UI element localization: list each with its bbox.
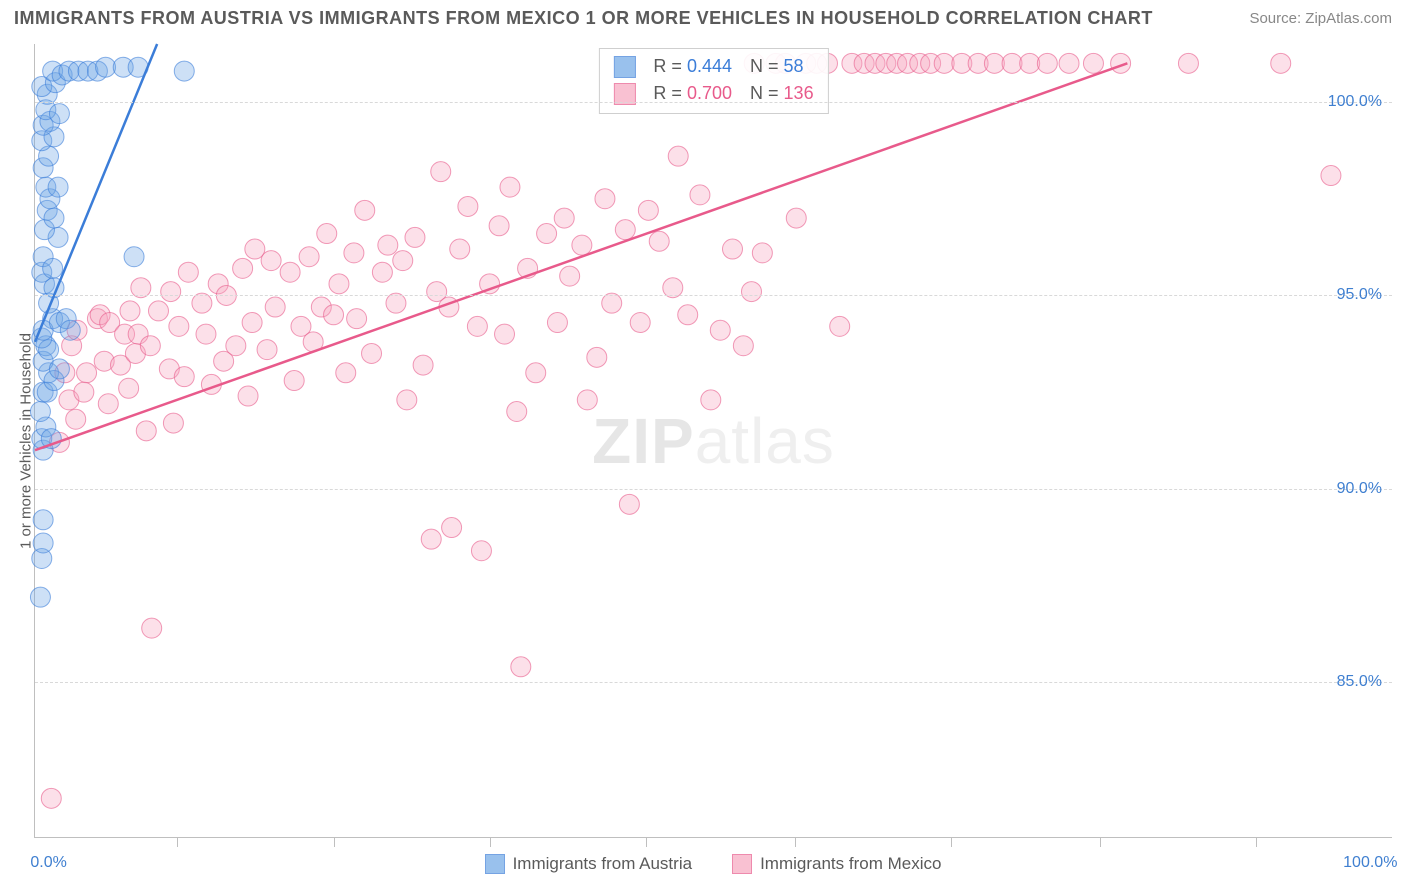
source-label: Source: ZipAtlas.com: [1249, 10, 1392, 27]
r-label: R: [653, 83, 666, 103]
correlation-legend: R = 0.444 N = 58 R = 0.700 N = 136: [598, 48, 828, 114]
n-label: N: [750, 56, 763, 76]
eq-sign: =: [768, 56, 779, 76]
austria-n-value: 58: [784, 56, 804, 76]
r-label: R: [653, 56, 666, 76]
y-tick-label: 95.0%: [1337, 286, 1382, 304]
legend-row-austria: R = 0.444 N = 58: [613, 53, 813, 80]
title-bar: IMMIGRANTS FROM AUSTRIA VS IMMIGRANTS FR…: [0, 0, 1406, 35]
legend-austria-label: Immigrants from Austria: [513, 854, 693, 874]
legend-item-mexico: Immigrants from Mexico: [732, 854, 941, 874]
n-label: N: [750, 83, 763, 103]
plot-wrap: 1 or more Vehicles in Household ZIPatlas…: [34, 44, 1392, 838]
mexico-r-value: 0.700: [687, 83, 732, 103]
y-tick-label: 100.0%: [1328, 93, 1382, 111]
y-tick-label: 90.0%: [1337, 480, 1382, 498]
eq-sign: =: [671, 56, 682, 76]
chart-title: IMMIGRANTS FROM AUSTRIA VS IMMIGRANTS FR…: [14, 8, 1153, 29]
swatch-austria-icon: [485, 854, 505, 874]
bottom-legend: Immigrants from Austria Immigrants from …: [34, 844, 1392, 884]
plot-area: ZIPatlas R = 0.444 N = 58 R = 0.700 N = …: [34, 44, 1392, 838]
swatch-mexico-icon: [732, 854, 752, 874]
legend-mexico-label: Immigrants from Mexico: [760, 854, 941, 874]
swatch-austria: [613, 56, 635, 78]
plot-svg: [35, 44, 1392, 837]
eq-sign: =: [768, 83, 779, 103]
austria-r-value: 0.444: [687, 56, 732, 76]
mexico-n-value: 136: [784, 83, 814, 103]
y-tick-label: 85.0%: [1337, 673, 1382, 691]
eq-sign: =: [671, 83, 682, 103]
legend-item-austria: Immigrants from Austria: [485, 854, 693, 874]
